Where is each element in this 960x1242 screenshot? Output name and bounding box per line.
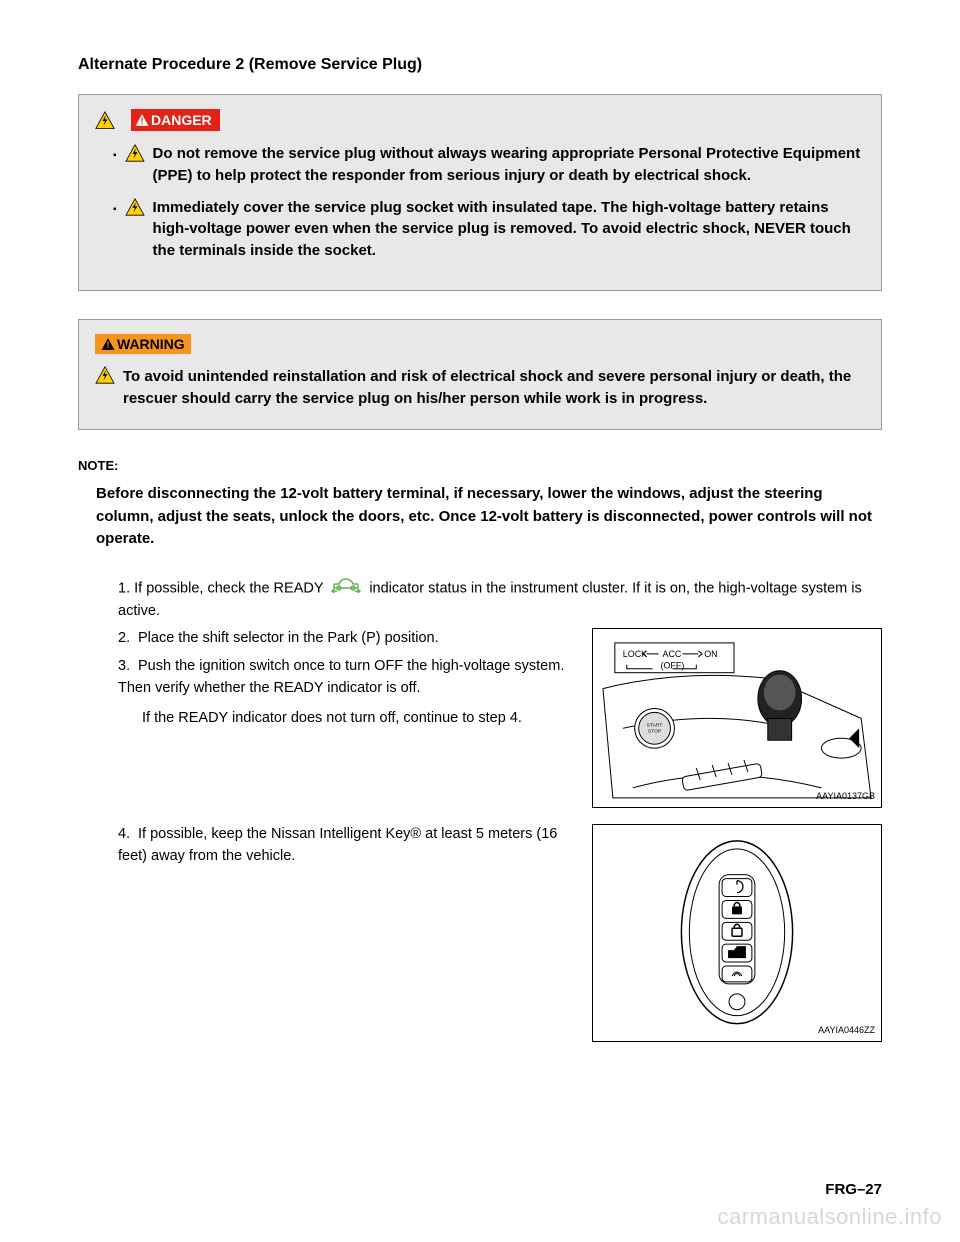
high-voltage-icon	[95, 366, 115, 391]
danger-bullet-text: Immediately cover the service plug socke…	[153, 197, 865, 262]
svg-text:!: !	[140, 116, 143, 126]
step-3-sub: If the READY indicator does not turn off…	[142, 708, 574, 730]
note-label: NOTE:	[78, 458, 882, 473]
svg-text:!: !	[106, 340, 109, 350]
warning-text: To avoid unintended reinstallation and r…	[123, 366, 861, 410]
danger-bullet-text: Do not remove the service plug without a…	[153, 143, 865, 187]
step-1-text-a: If possible, check the READY	[134, 580, 323, 596]
danger-badge: ! DANGER	[131, 109, 220, 131]
high-voltage-icon	[95, 111, 115, 129]
danger-callout: ! DANGER ▪ Do not remove the service plu…	[78, 94, 882, 291]
step-3: 3.Push the ignition switch once to turn …	[118, 656, 574, 700]
warning-badge-text: WARNING	[117, 336, 185, 352]
fig-acc-label: ACC	[663, 649, 682, 659]
figure-ignition-label: AAYIA0137GB	[816, 790, 875, 804]
fig-on-label: ON	[704, 649, 717, 659]
warning-badge: ! WARNING	[95, 334, 191, 354]
step-2-text: Place the shift selector in the Park (P)…	[138, 630, 439, 646]
high-voltage-icon	[125, 198, 145, 223]
fig-off-label: (OFF)	[661, 661, 685, 671]
watermark: carmanualsonline.info	[717, 1204, 942, 1230]
fig-btn-start: START	[647, 723, 663, 729]
note-body: Before disconnecting the 12-volt battery…	[78, 483, 882, 551]
fig-btn-stop: STOP	[648, 729, 662, 735]
page-number: FRG–27	[825, 1181, 882, 1198]
step-4-text: If possible, keep the Nissan Intelligent…	[118, 826, 557, 864]
step-1: 1. If possible, check the READY indicato…	[118, 577, 882, 623]
danger-bullet: ▪ Immediately cover the service plug soc…	[113, 197, 865, 262]
section-title: Alternate Procedure 2 (Remove Service Pl…	[78, 56, 882, 74]
danger-badge-text: DANGER	[151, 112, 212, 128]
step-3-text: Push the ignition switch once to turn OF…	[118, 658, 564, 696]
step-2: 2.Place the shift selector in the Park (…	[118, 628, 574, 650]
figure-key: AAYIA0446ZZ	[592, 824, 882, 1042]
warning-callout: ! WARNING To avoid unintended reinstalla…	[78, 319, 882, 431]
danger-bullet: ▪ Do not remove the service plug without…	[113, 143, 865, 187]
figure-key-label: AAYIA0446ZZ	[818, 1024, 875, 1038]
high-voltage-icon	[125, 144, 145, 169]
figure-ignition: LOCK ACC ON (OFF) START STOP	[592, 628, 882, 808]
ready-car-icon	[331, 577, 361, 601]
step-4: 4.If possible, keep the Nissan Intellige…	[118, 824, 574, 868]
